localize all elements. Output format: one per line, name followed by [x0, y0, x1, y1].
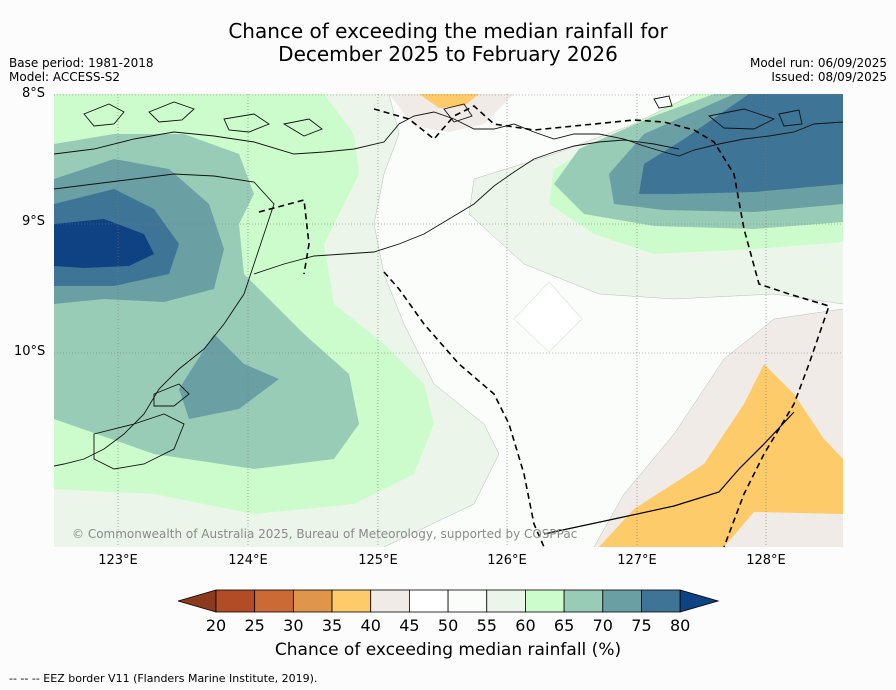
- colorbar-tick-label: 35: [321, 616, 343, 635]
- chart-title: Chance of exceeding the median rainfall …: [0, 20, 896, 66]
- lat-label-10s: 10°S: [14, 344, 46, 359]
- contour-70-75-south: [179, 334, 279, 419]
- colorbar-segment: [254, 589, 294, 613]
- lat-label-9s: 9°S: [22, 214, 46, 229]
- lon-label-128e: 128°E: [746, 553, 786, 568]
- islands-north-4: [282, 118, 323, 137]
- colorbar-segment: [370, 589, 410, 613]
- coastlines: [54, 95, 843, 470]
- base-period-text: Base period: 1981-2018: [9, 56, 154, 70]
- lon-label-127e: 127°E: [617, 553, 657, 568]
- colorbar-tick-label: 30: [283, 616, 304, 635]
- timor-east-coast: [253, 139, 680, 275]
- colorbar-tick-label: 75: [631, 616, 652, 635]
- model-text: Model: ACCESS-S2: [9, 70, 121, 84]
- lon-label-125e: 125°E: [358, 553, 398, 568]
- colorbar-tick-label: 65: [553, 616, 575, 635]
- islands-northeast-1: [707, 108, 776, 130]
- contour-35-40-south: [599, 364, 843, 547]
- colorbar-tick-label: 80: [669, 616, 691, 635]
- title-line-2: December 2025 to February 2026: [278, 42, 618, 66]
- contour-40-45-north: [389, 94, 514, 132]
- colorbar-label: Chance of exceeding median rainfall (%): [274, 640, 622, 660]
- copyright-text: © Commonwealth of Australia 2025, Bureau…: [72, 527, 578, 541]
- timor-south-coast: [54, 173, 275, 467]
- islands-northeast-2: [778, 109, 803, 127]
- islands-north-6: [653, 95, 673, 109]
- colorbar: [178, 589, 720, 613]
- contour-outlines: [373, 94, 843, 547]
- lon-label-126e: 126°E: [487, 553, 527, 568]
- colorbar-segment: [486, 589, 526, 613]
- footer-note: -- -- -- EEZ border V11 (Flanders Marine…: [9, 672, 318, 685]
- islands-north-3: [223, 113, 270, 133]
- colorbar-segment: [408, 589, 449, 613]
- contour-50-55-pocket: [513, 281, 583, 353]
- colorbar-segment: [447, 589, 488, 613]
- contour-above-80: [54, 219, 154, 268]
- gridlines: [54, 94, 843, 547]
- meta-left: Base period: 1981-2018 Model: ACCESS-S2: [9, 56, 154, 84]
- colorbar-tick-label: 55: [476, 616, 497, 635]
- sumba-outline: [93, 413, 185, 470]
- colorbar-tick-label: 60: [515, 616, 536, 635]
- colorbar-arrow-high: [679, 589, 720, 613]
- colorbar-segment: [292, 589, 333, 613]
- colorbar-segment: [331, 589, 372, 613]
- islands-north-5: [443, 103, 473, 123]
- eez-border-line: [543, 411, 795, 535]
- islands-north-1: [83, 103, 125, 127]
- colorbar-segment: [525, 589, 565, 613]
- colorbar-segment: [602, 589, 642, 613]
- colorbar-tick-label: 25: [244, 616, 265, 635]
- model-run-text: Model run: 06/09/2025: [749, 56, 887, 70]
- colorbar-segment: [563, 589, 604, 613]
- lon-label-124e: 124°E: [228, 553, 268, 568]
- colorbar-segment: [641, 589, 681, 613]
- issued-text: Issued: 08/09/2025: [771, 70, 887, 84]
- title-line-1: Chance of exceeding the median rainfall …: [228, 19, 668, 43]
- rote-outline: [153, 383, 190, 407]
- colorbar-tick-label: 40: [360, 616, 381, 635]
- colorbar-segment: [215, 589, 256, 613]
- colorbar-arrow-low: [178, 589, 217, 613]
- islands-north-2: [148, 101, 195, 123]
- contour-75-80-east: [639, 94, 843, 194]
- colorbar-tick-label: 70: [592, 616, 613, 635]
- timor-north-coast: [54, 111, 843, 157]
- eez-border: [258, 105, 831, 547]
- lat-label-8s: 8°S: [22, 86, 46, 101]
- colorbar-tick-label: 20: [205, 616, 227, 635]
- rainfall-map: [54, 94, 843, 547]
- colorbar-tick-label: 45: [399, 616, 420, 635]
- colorbar-tick-label: 50: [437, 616, 459, 635]
- lon-label-123e: 123°E: [98, 553, 138, 568]
- meta-right: Model run: 06/09/2025 Issued: 08/09/2025: [750, 56, 887, 84]
